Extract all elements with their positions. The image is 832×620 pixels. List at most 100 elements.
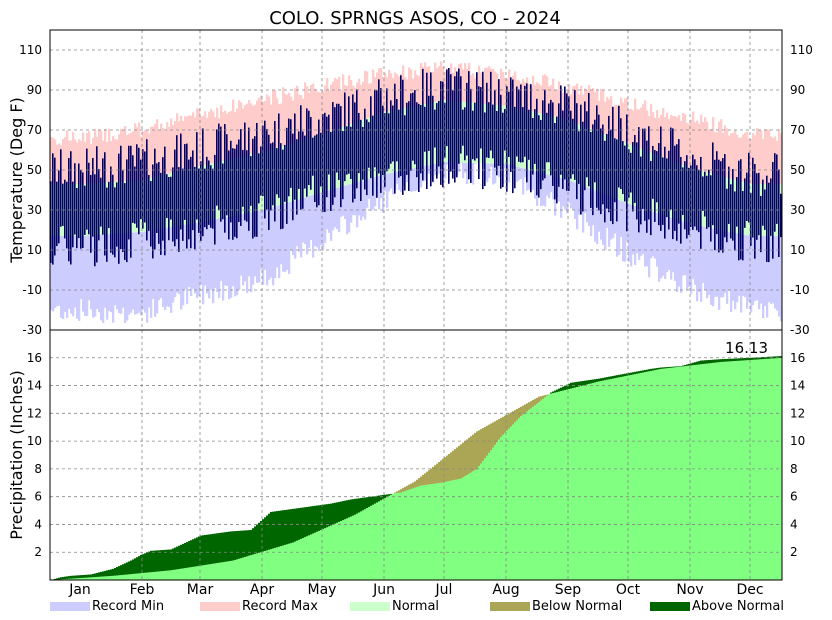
normal-precip-fill [520,416,523,580]
normal-precip-fill [480,463,483,580]
observed-range-bar [618,105,620,188]
above-normal-bar [82,575,85,578]
observed-range-bar [500,94,502,189]
normal-precip-fill [780,357,783,580]
above-normal-bar [234,531,237,560]
observed-range-bar [116,182,118,247]
above-normal-bar [652,368,655,371]
normal-precip-fill [296,540,299,580]
observed-range-bar [508,91,510,158]
observed-range-bar [114,187,116,258]
record-min-bar [184,224,187,290]
record-max-bar [754,135,757,184]
normal-precip-fill [292,542,295,580]
below-normal-bar [480,429,483,464]
above-normal-bar [266,515,269,551]
record-max-bar [474,78,477,103]
record-max-bar [134,123,137,181]
observed-range-bar [552,102,554,186]
above-normal-bar [262,519,265,552]
record-min-bar [260,210,263,270]
above-normal-bar [660,367,663,369]
record-max-bar [438,66,441,102]
above-normal-bar [642,370,645,373]
record-min-bar [196,222,199,299]
record-min-bar [532,170,535,190]
above-normal-bar [84,574,87,578]
record-max-bar [734,130,737,180]
record-min-bar [300,198,303,258]
record-max-bar [742,134,745,182]
record-max-bar [766,129,769,184]
temperature-tick-label-right: 110 [790,43,813,57]
observed-range-bar [304,135,306,189]
normal-precip-fill [162,571,165,580]
temperature-tick-label-right: 10 [790,243,805,257]
observed-range-bar [190,156,192,249]
observed-range-bar [584,101,586,191]
record-min-bar [528,169,531,190]
record-min-bar [186,224,189,305]
record-min-bar [400,170,403,193]
record-min-bar [322,192,325,251]
observed-range-bar [76,188,78,249]
record-max-bar [726,128,729,178]
record-min-bar [136,232,139,314]
normal-precip-fill [342,520,345,580]
observed-range-bar [728,166,730,224]
observed-range-bar [654,150,656,222]
normal-precip-fill [730,361,733,580]
record-min-bar [224,217,227,286]
record-min-bar [262,210,265,285]
above-normal-bar [86,574,89,578]
above-normal-bar [242,530,245,558]
above-normal-bar [134,558,137,574]
above-normal-bar [744,358,747,361]
record-max-bar [88,131,91,184]
record-min-bar [666,216,669,273]
observed-range-bar [326,116,328,198]
above-normal-bar [768,356,771,359]
above-normal-bar [670,366,673,368]
record-min-bar [210,220,213,290]
normal-precip-fill [270,549,273,580]
above-normal-bar [252,528,255,555]
below-normal-bar [544,395,547,398]
normal-precip-fill [416,486,419,580]
record-min-bar [334,188,337,228]
observed-range-bar [694,159,696,227]
below-normal-bar [444,457,447,482]
above-normal-bar [364,497,367,510]
normal-precip-fill [754,359,757,580]
record-max-bar [684,114,687,166]
above-normal-bar [268,513,271,550]
normal-precip-fill [386,496,389,580]
observed-range-bar [524,85,526,157]
observed-range-bar [604,140,606,223]
observed-range-bar [148,174,150,231]
below-normal-bar [410,483,413,490]
above-normal-bar [738,358,741,361]
record-max-bar [116,139,119,182]
above-normal-bar [604,377,607,381]
normal-precip-fill [154,571,157,580]
temperature-tick-label-left: 70 [27,123,42,137]
record-max-bar [152,126,155,178]
normal-precip-fill [210,564,213,580]
record-max-bar [538,83,541,114]
normal-precip-fill [464,476,467,580]
normal-precip-fill [102,576,105,580]
record-max-bar [714,132,717,175]
above-normal-bar [774,356,777,359]
record-min-bar [662,214,665,276]
record-max-bar [50,137,53,184]
normal-precip-fill [536,403,539,580]
above-normal-bar [288,509,291,544]
chart-title: COLO. SPRNGS ASOS, CO - 2024 [269,8,561,29]
record-min-bar [668,216,671,270]
above-normal-bar [640,370,643,373]
normal-precip-fill [708,363,711,580]
normal-precip-fill [140,573,143,580]
normal-precip-fill [202,565,205,580]
observed-range-bar [466,82,468,156]
